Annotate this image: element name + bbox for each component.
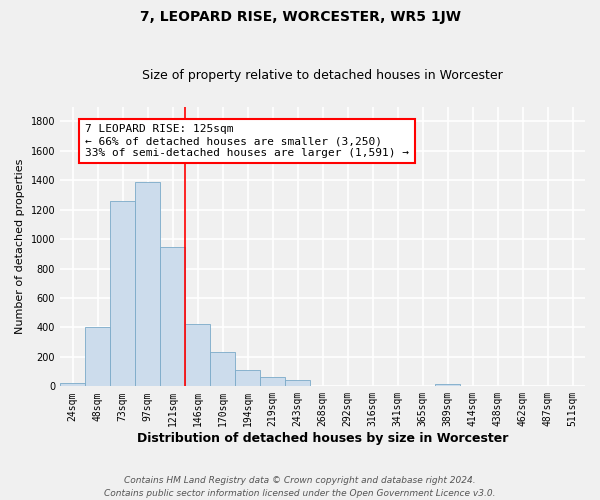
Bar (210, 352, 235, 386)
Bar (260, 377, 285, 386)
Bar (285, 380, 310, 386)
Bar (110, 201, 135, 386)
Bar (60, 382, 85, 386)
Bar (160, 246, 185, 386)
Text: 7, LEOPARD RISE, WORCESTER, WR5 1JW: 7, LEOPARD RISE, WORCESTER, WR5 1JW (139, 10, 461, 24)
Text: Contains HM Land Registry data © Crown copyright and database right 2024.
Contai: Contains HM Land Registry data © Crown c… (104, 476, 496, 498)
Bar (435, 384, 460, 386)
Bar (135, 182, 160, 386)
Bar (235, 370, 260, 386)
Title: Size of property relative to detached houses in Worcester: Size of property relative to detached ho… (142, 69, 503, 82)
Text: 7 LEOPARD RISE: 125sqm
← 66% of detached houses are smaller (3,250)
33% of semi-: 7 LEOPARD RISE: 125sqm ← 66% of detached… (85, 124, 409, 158)
Bar (185, 324, 210, 386)
X-axis label: Distribution of detached houses by size in Worcester: Distribution of detached houses by size … (137, 432, 508, 445)
Y-axis label: Number of detached properties: Number of detached properties (15, 159, 25, 334)
Bar (85, 328, 110, 386)
